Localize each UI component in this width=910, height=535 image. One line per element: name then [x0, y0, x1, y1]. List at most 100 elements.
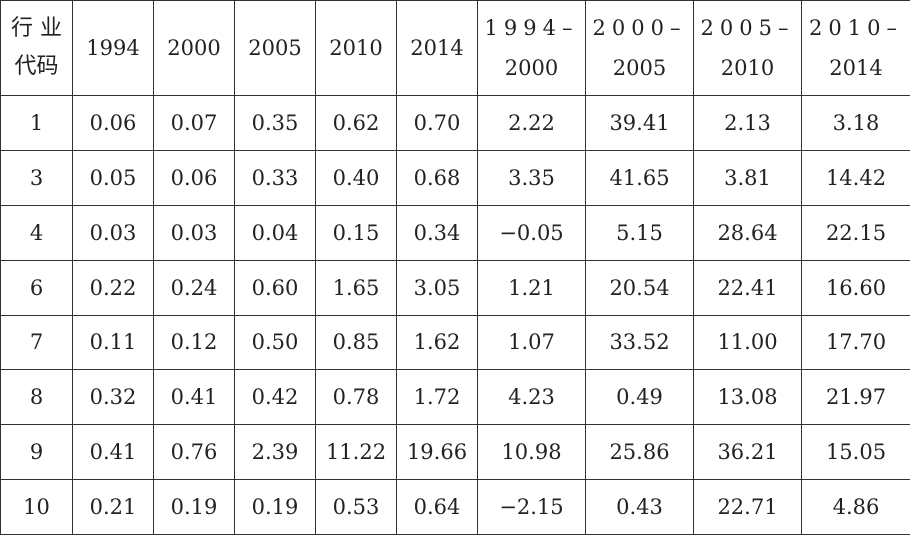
cell-growth-2005-2010: 13.08 — [694, 370, 802, 425]
cell-value-1994: 0.32 — [73, 370, 154, 425]
cell-value-2010: 11.22 — [316, 425, 397, 480]
cell-growth-1994-2000: 3.35 — [478, 150, 586, 205]
cell-value-2014: 3.05 — [397, 260, 478, 315]
cell-value-2014: 0.34 — [397, 205, 478, 260]
cell-value-2005: 0.35 — [235, 96, 316, 151]
cell-growth-2010-2014: 15.05 — [802, 425, 910, 480]
cell-value-2005: 0.42 — [235, 370, 316, 425]
header-period-1994-2000-line2: 2000 — [478, 48, 585, 88]
cell-growth-2005-2010: 11.00 — [694, 315, 802, 370]
cell-value-2014: 0.64 — [397, 480, 478, 535]
header-period-1994-2000-line1: 1994– — [478, 8, 585, 48]
cell-growth-2000-2005: 0.43 — [586, 480, 694, 535]
cell-value-2014: 19.66 — [397, 425, 478, 480]
cell-value-1994: 0.41 — [73, 425, 154, 480]
cell-value-2000: 0.19 — [154, 480, 235, 535]
cell-growth-1994-2000: 10.98 — [478, 425, 586, 480]
cell-growth-2005-2010: 22.41 — [694, 260, 802, 315]
cell-growth-2000-2005: 33.52 — [586, 315, 694, 370]
cell-industry-code: 1 — [1, 96, 73, 151]
cell-growth-2005-2010: 22.71 — [694, 480, 802, 535]
header-period-2005-2010-line1: 2005– — [694, 8, 801, 48]
header-period-2000-2005-line1: 2000– — [586, 8, 693, 48]
header-year-2000: 2000 — [154, 1, 235, 96]
cell-value-2000: 0.12 — [154, 315, 235, 370]
header-year-2014: 2014 — [397, 1, 478, 96]
header-industry-code: 行 业 代码 — [1, 1, 73, 96]
cell-growth-2000-2005: 39.41 — [586, 96, 694, 151]
cell-industry-code: 4 — [1, 205, 73, 260]
cell-growth-1994-2000: −0.05 — [478, 205, 586, 260]
cell-value-2014: 0.70 — [397, 96, 478, 151]
cell-value-2000: 0.76 — [154, 425, 235, 480]
cell-growth-2010-2014: 14.42 — [802, 150, 910, 205]
header-period-1994-2000: 1994– 2000 — [478, 1, 586, 96]
cell-growth-2010-2014: 21.97 — [802, 370, 910, 425]
cell-growth-1994-2000: −2.15 — [478, 480, 586, 535]
cell-value-2005: 0.33 — [235, 150, 316, 205]
cell-value-2000: 0.24 — [154, 260, 235, 315]
cell-growth-2000-2005: 41.65 — [586, 150, 694, 205]
cell-growth-2005-2010: 36.21 — [694, 425, 802, 480]
cell-value-2010: 0.62 — [316, 96, 397, 151]
cell-value-2000: 0.41 — [154, 370, 235, 425]
cell-industry-code: 10 — [1, 480, 73, 535]
cell-value-1994: 0.05 — [73, 150, 154, 205]
cell-growth-2005-2010: 2.13 — [694, 96, 802, 151]
cell-value-2005: 0.04 — [235, 205, 316, 260]
cell-value-2014: 1.72 — [397, 370, 478, 425]
cell-growth-2005-2010: 3.81 — [694, 150, 802, 205]
header-year-2005: 2005 — [235, 1, 316, 96]
cell-value-2010: 0.85 — [316, 315, 397, 370]
header-industry-code-line2: 代码 — [1, 48, 72, 86]
cell-value-2010: 0.15 — [316, 205, 397, 260]
cell-value-2010: 1.65 — [316, 260, 397, 315]
header-period-2000-2005: 2000– 2005 — [586, 1, 694, 96]
cell-growth-2000-2005: 0.49 — [586, 370, 694, 425]
cell-value-2000: 0.03 — [154, 205, 235, 260]
header-period-2010-2014: 2010– 2014 — [802, 1, 910, 96]
cell-growth-2010-2014: 16.60 — [802, 260, 910, 315]
cell-value-1994: 0.03 — [73, 205, 154, 260]
header-period-2005-2010: 2005– 2010 — [694, 1, 802, 96]
header-year-1994: 1994 — [73, 1, 154, 96]
header-industry-code-line1: 行 业 — [1, 10, 72, 48]
cell-industry-code: 7 — [1, 315, 73, 370]
cell-value-2005: 2.39 — [235, 425, 316, 480]
cell-value-2005: 0.19 — [235, 480, 316, 535]
cell-industry-code: 6 — [1, 260, 73, 315]
header-period-2000-2005-line2: 2005 — [586, 48, 693, 88]
header-period-2010-2014-line1: 2010– — [802, 8, 910, 48]
cell-growth-2010-2014: 4.86 — [802, 480, 910, 535]
cell-value-2005: 0.50 — [235, 315, 316, 370]
cell-value-2010: 0.78 — [316, 370, 397, 425]
cell-growth-1994-2000: 1.21 — [478, 260, 586, 315]
cell-value-2010: 0.53 — [316, 480, 397, 535]
cell-value-1994: 0.06 — [73, 96, 154, 151]
cell-growth-2010-2014: 3.18 — [802, 96, 910, 151]
header-row: 行 业 代码 1994 2000 2005 2010 2014 1994– 20… — [1, 1, 910, 96]
cell-growth-2005-2010: 28.64 — [694, 205, 802, 260]
cell-value-2005: 0.60 — [235, 260, 316, 315]
cell-growth-1994-2000: 4.23 — [478, 370, 586, 425]
cell-growth-1994-2000: 2.22 — [478, 96, 586, 151]
cell-value-2000: 0.07 — [154, 96, 235, 151]
cell-value-2014: 0.68 — [397, 150, 478, 205]
cell-growth-2000-2005: 25.86 — [586, 425, 694, 480]
cell-industry-code: 8 — [1, 370, 73, 425]
cell-growth-2010-2014: 17.70 — [802, 315, 910, 370]
cell-industry-code: 3 — [1, 150, 73, 205]
cell-industry-code: 9 — [1, 425, 73, 480]
header-period-2005-2010-line2: 2010 — [694, 48, 801, 88]
cell-value-2010: 0.40 — [316, 150, 397, 205]
